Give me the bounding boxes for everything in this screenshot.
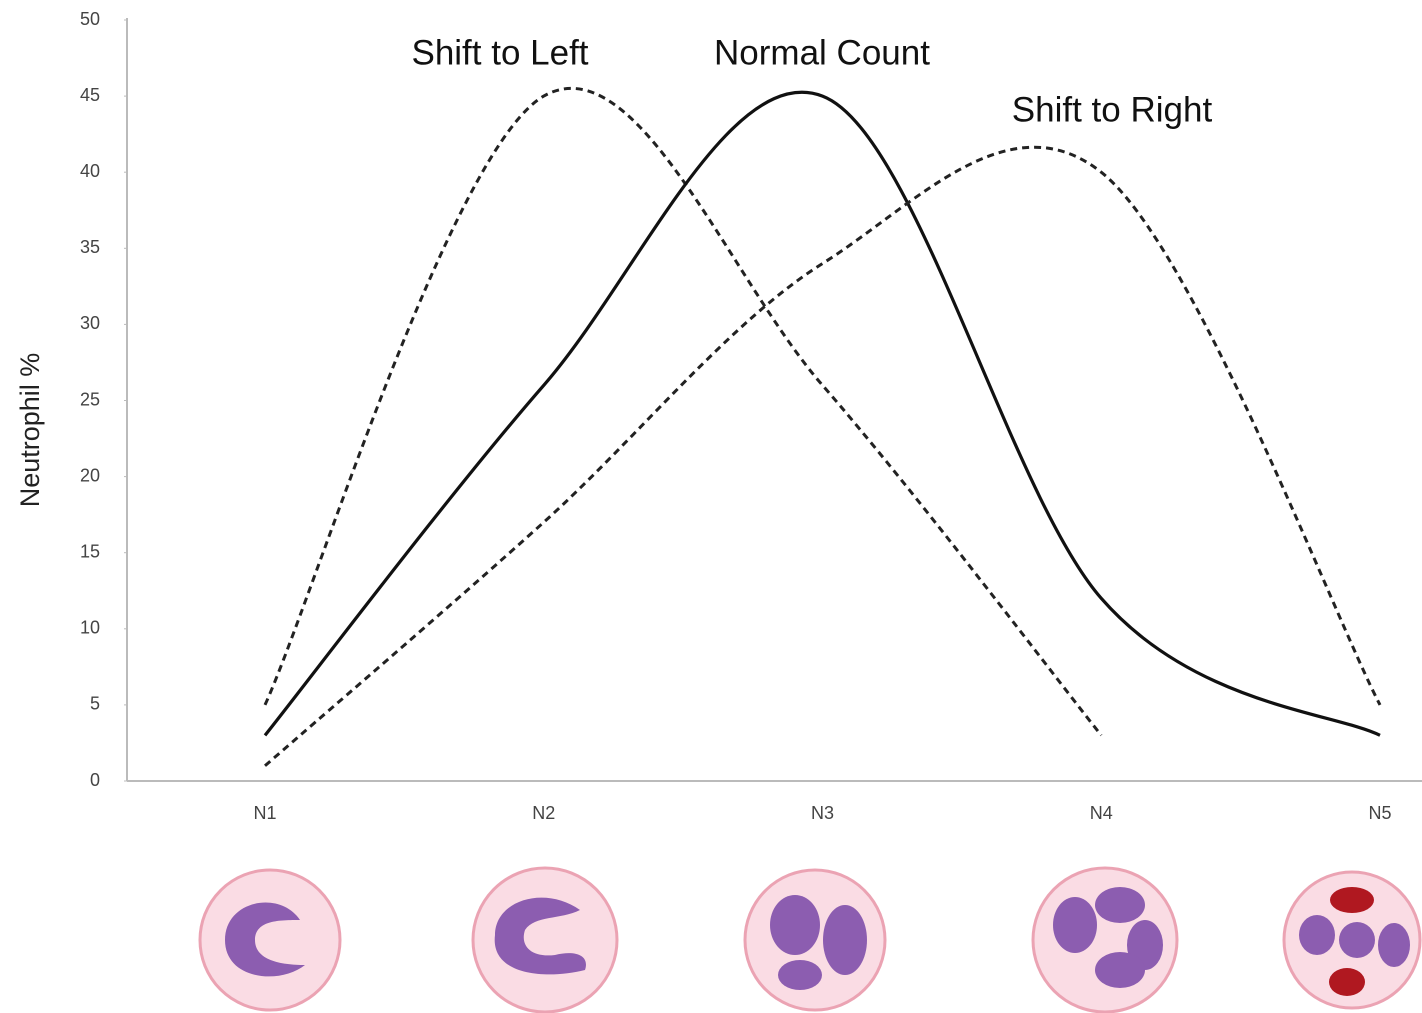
series-line xyxy=(265,147,1380,766)
cell-lobe xyxy=(1095,952,1145,988)
x-tick-label: N5 xyxy=(1368,803,1391,823)
cell-lobe xyxy=(1330,887,1374,913)
cell-lobe xyxy=(1053,897,1097,953)
page: {"chart_data": { "type": "line", "y_labe… xyxy=(0,0,1422,1013)
y-tick-label: 25 xyxy=(80,389,100,409)
series-label: Shift to Left xyxy=(411,33,588,72)
y-tick-label: 50 xyxy=(80,9,100,29)
x-tick-label: N1 xyxy=(253,803,276,823)
y-tick-label: 0 xyxy=(90,770,100,790)
y-tick-label: 15 xyxy=(80,541,100,561)
cell-illustrations xyxy=(200,868,1420,1012)
cell-lobe xyxy=(770,895,820,955)
cell-lobe xyxy=(1095,887,1145,923)
cell-body xyxy=(473,868,617,1012)
cell-lobe xyxy=(1329,968,1365,996)
cell-lobe xyxy=(1299,915,1335,955)
cell-n5 xyxy=(1284,872,1420,1008)
series-line xyxy=(265,92,1380,735)
y-tick-label: 35 xyxy=(80,237,100,257)
cell-lobe xyxy=(823,905,867,975)
series-label: Shift to Right xyxy=(1012,90,1213,129)
cell-lobe xyxy=(778,960,822,990)
cell-n4 xyxy=(1033,868,1177,1012)
cell-lobe xyxy=(1339,922,1375,958)
y-tick-label: 5 xyxy=(90,694,100,714)
cell-n1 xyxy=(200,870,340,1010)
cell-body xyxy=(200,870,340,1010)
series-label: Normal Count xyxy=(714,33,930,72)
chart: Neutrophil % xyxy=(0,0,1422,1013)
y-axis-label: Neutrophil % xyxy=(15,353,45,508)
y-tick-label: 10 xyxy=(80,618,100,638)
cell-lobe xyxy=(1378,923,1410,967)
y-tick-label: 30 xyxy=(80,313,100,333)
y-tick-label: 20 xyxy=(80,465,100,485)
y-tick-label: 45 xyxy=(80,85,100,105)
y-tick-label: 40 xyxy=(80,161,100,181)
cell-n2 xyxy=(473,868,617,1012)
x-tick-label: N2 xyxy=(532,803,555,823)
x-tick-label: N3 xyxy=(811,803,834,823)
x-tick-label: N4 xyxy=(1090,803,1113,823)
cell-n3 xyxy=(745,870,885,1010)
